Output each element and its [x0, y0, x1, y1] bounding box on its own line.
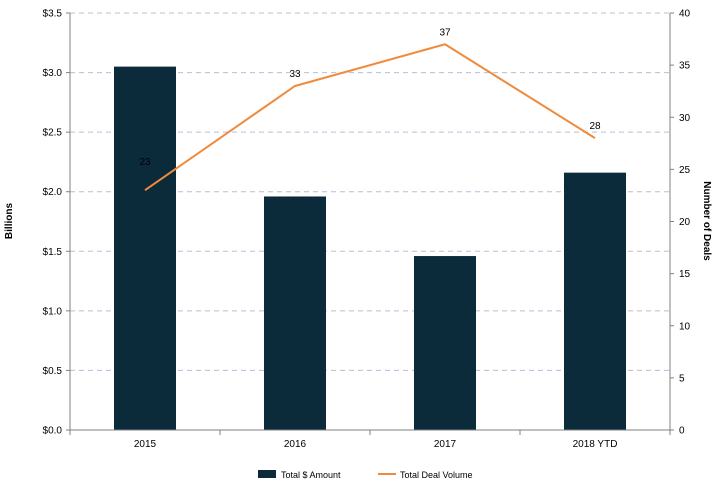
left-tick-label: $1.5: [43, 247, 63, 258]
right-tick-label: 25: [679, 165, 691, 176]
bar: [414, 256, 476, 430]
right-tick-label: 30: [679, 113, 691, 124]
x-axis-ticks: 2015 2016 2017 2018 YTD: [134, 439, 618, 450]
left-tick-label: $3.5: [43, 9, 63, 20]
x-tick-label: 2017: [434, 439, 457, 450]
left-tick-label: $2.0: [43, 187, 63, 198]
x-tick-label: 2018 YTD: [573, 439, 618, 450]
left-axis-title: Billions: [4, 203, 15, 240]
line-data-label: 37: [439, 27, 451, 38]
right-tick-label: 40: [679, 9, 691, 20]
line-series: [144, 43, 596, 192]
right-tick-label: 5: [679, 373, 685, 384]
legend-label-bar: Total $ Amount: [281, 470, 341, 480]
left-axis-ticks: $0.0 $0.5 $1.0 $1.5 $2.0 $2.5 $3.0 $3.5: [43, 9, 70, 437]
right-tick-label: 20: [679, 217, 691, 228]
right-tick-label: 35: [679, 61, 691, 72]
x-tick-label: 2015: [134, 439, 157, 450]
bar-series: [114, 66, 626, 430]
line-data-label: 33: [289, 69, 301, 80]
right-tick-label: 0: [679, 426, 685, 437]
left-tick-label: $2.5: [43, 128, 63, 139]
x-tick-label: 2016: [284, 439, 307, 450]
left-tick-label: $0.5: [43, 366, 63, 377]
legend: Total $ Amount Total Deal Volume: [258, 470, 473, 480]
left-tick-label: $1.0: [43, 306, 63, 317]
legend-label-line: Total Deal Volume: [400, 470, 473, 480]
right-tick-label: 15: [679, 269, 691, 280]
right-tick-label: 10: [679, 321, 691, 332]
left-tick-label: $0.0: [43, 426, 63, 437]
left-tick-label: $3.0: [43, 68, 63, 79]
bar: [264, 196, 326, 430]
bar: [114, 66, 176, 430]
right-axis-ticks: 0 5 10 15 20 25 30 35 40: [670, 9, 691, 437]
bar: [564, 172, 626, 430]
line-data-label: 23: [139, 157, 151, 168]
legend-swatch-bar: [258, 470, 276, 478]
line-path: [144, 43, 596, 192]
line-data-label: 28: [589, 121, 601, 132]
right-axis-title: Number of Deals: [701, 181, 712, 261]
line-data-labels: 23 33 37 28: [139, 27, 601, 168]
